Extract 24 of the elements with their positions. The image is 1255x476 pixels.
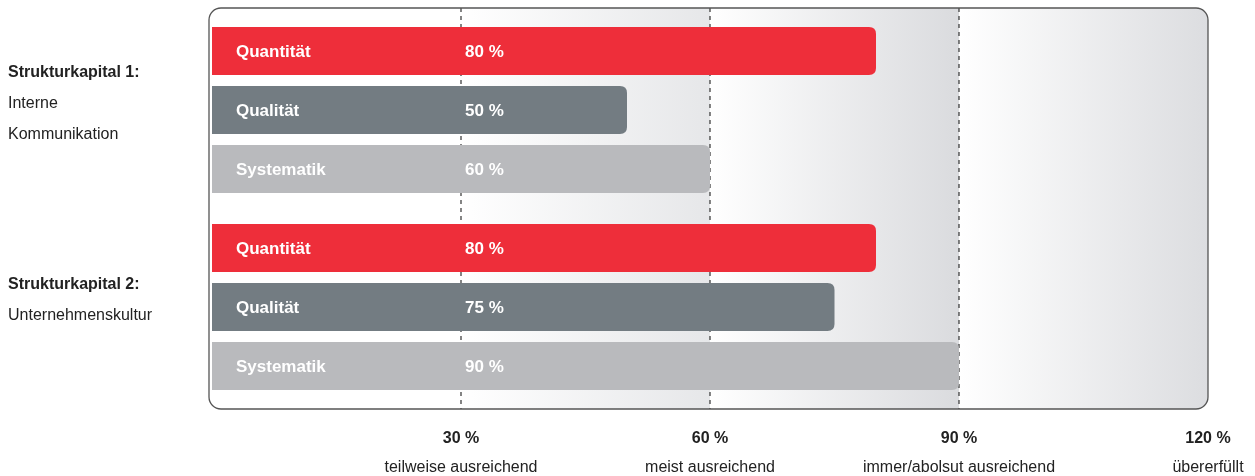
series-label: Quantität — [236, 41, 311, 61]
text: Systematik — [236, 356, 326, 376]
bar — [212, 145, 710, 193]
x-tick-label: 90 % immer/abolsut ausreichend — [862, 428, 1056, 475]
x-tick-label: 30 % teilweise ausreichend — [384, 428, 538, 475]
bar — [212, 224, 876, 272]
x-tick-label: 120 % übererfüllt — [1172, 428, 1245, 475]
data-label: 50 % — [465, 100, 504, 120]
data-label: 90 % — [465, 356, 504, 376]
series-label: Systematik — [236, 159, 327, 179]
text: Qualität — [236, 297, 300, 317]
bar — [212, 283, 835, 331]
y-tick-label: Strukturkapital 1: Interne Kommunikation — [8, 62, 140, 142]
series-label: Qualität — [236, 100, 300, 120]
x-tick-label: 60 % meist ausreichend — [645, 428, 775, 475]
data-label: 80 % — [465, 41, 504, 61]
y-tick-label: Strukturkapital 2: Unternehmenskultur — [8, 275, 153, 324]
text: Quantität — [236, 238, 311, 258]
data-label: 75 % — [465, 297, 504, 317]
bar — [212, 342, 959, 390]
bar — [212, 27, 876, 75]
data-label: 60 % — [465, 159, 504, 179]
bar — [212, 86, 627, 134]
data-label: 80 % — [465, 238, 504, 258]
